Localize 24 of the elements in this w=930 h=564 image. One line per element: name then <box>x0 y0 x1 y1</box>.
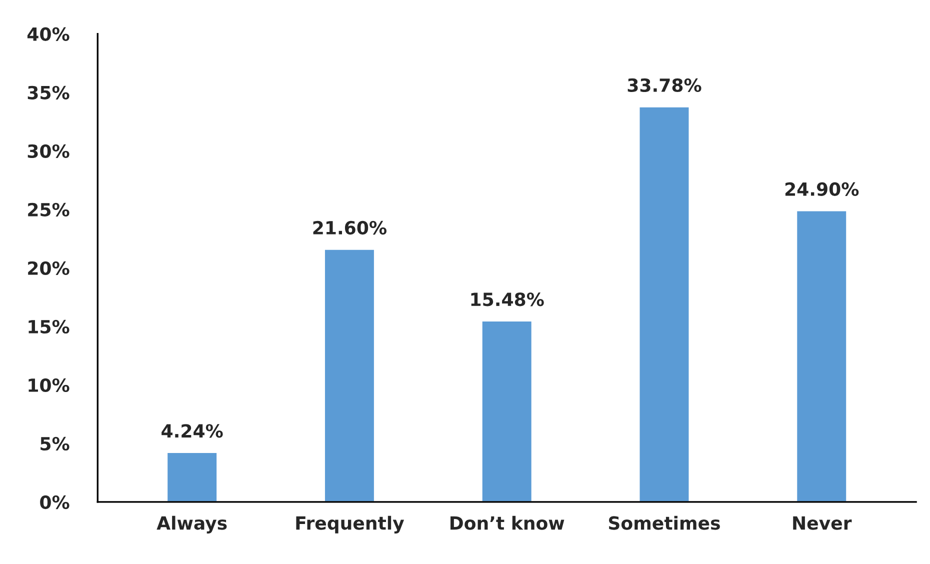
y-tick-label: 0% <box>40 495 70 510</box>
data-label: 24.90% <box>785 182 859 196</box>
y-tick-label: 40% <box>27 27 70 41</box>
x-tick-label: Frequently <box>296 516 404 534</box>
y-tick-label: 10% <box>28 378 70 392</box>
bar <box>480 320 533 502</box>
data-label: 15.48% <box>471 292 544 306</box>
bar <box>638 106 690 502</box>
data-label: 21.60% <box>313 220 386 235</box>
data-label: 33.78% <box>628 78 702 92</box>
x-tick-label: Never <box>793 516 852 530</box>
y-tick-label: 20% <box>28 261 70 276</box>
y-tick-label: 30% <box>28 144 70 158</box>
x-tick-label: Always <box>156 516 227 534</box>
bar <box>166 452 218 502</box>
bar <box>796 210 848 502</box>
y-tick-label: 35% <box>28 86 70 100</box>
x-tick-label: Don’t know <box>450 516 564 530</box>
x-tick-label: Sometimes <box>608 516 720 530</box>
bar <box>324 248 376 502</box>
y-tick-label: 15% <box>28 320 70 334</box>
y-tick-label: 25% <box>28 202 70 216</box>
y-tick-label: 5% <box>40 436 70 451</box>
data-label: 4.24% <box>162 424 223 438</box>
